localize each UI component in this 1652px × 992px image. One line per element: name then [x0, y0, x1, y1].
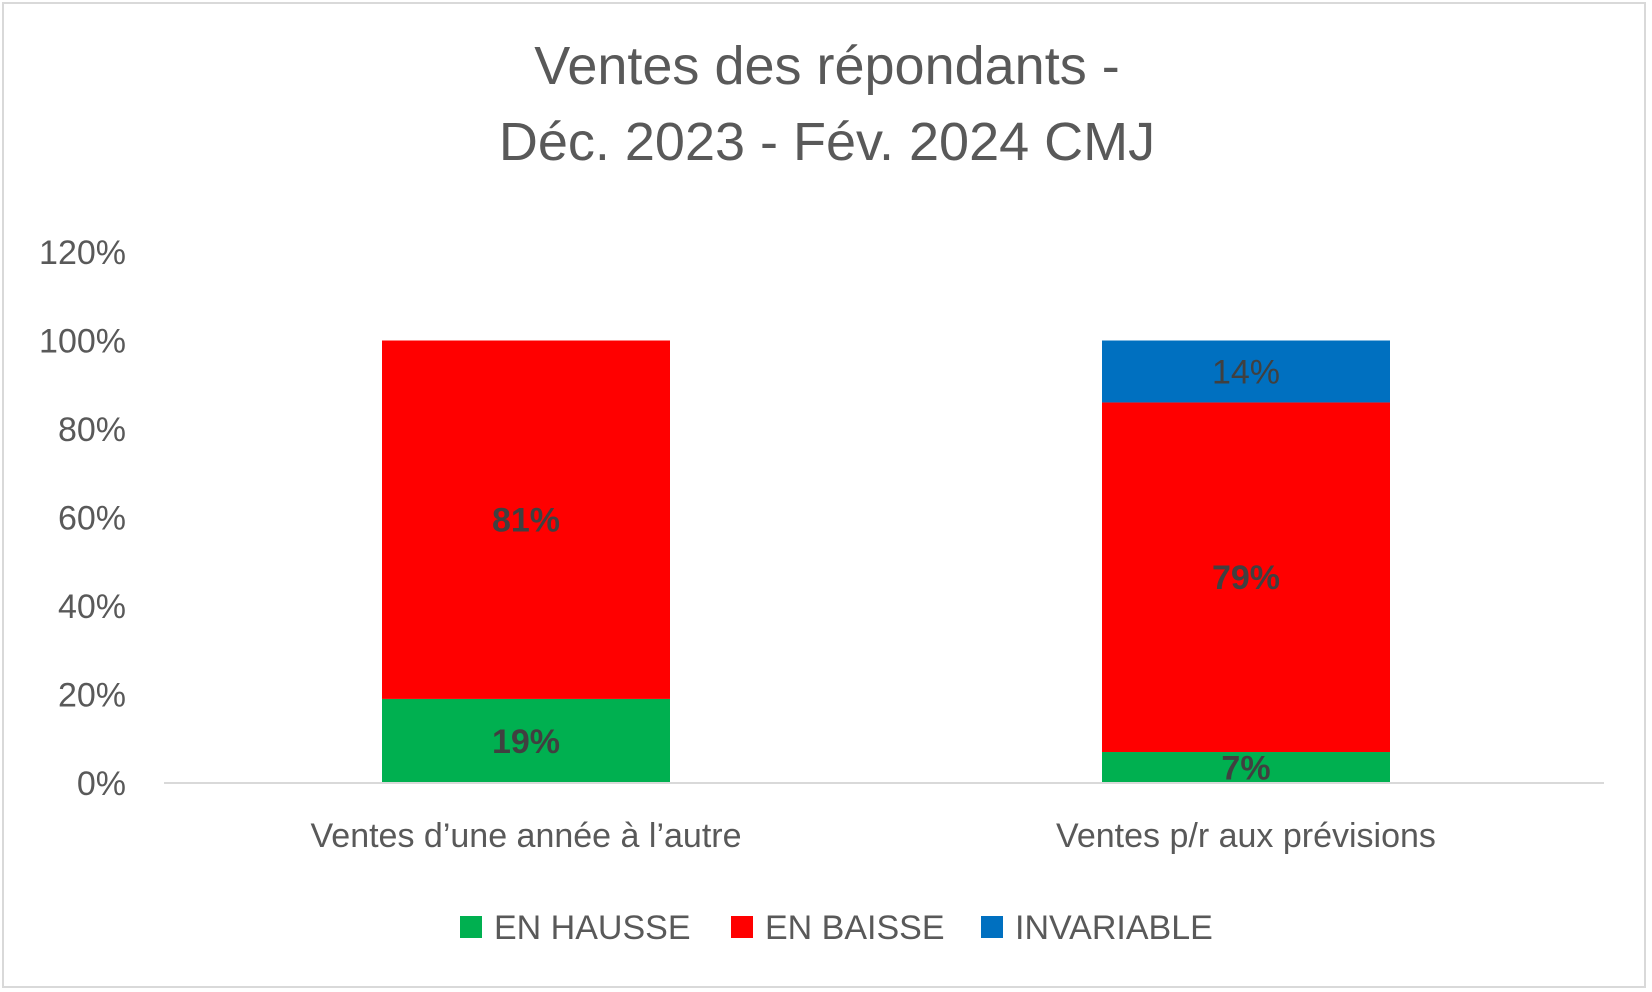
legend-swatch: [460, 916, 482, 938]
data-label: 79%: [1212, 559, 1280, 597]
data-label: 81%: [492, 502, 560, 540]
bar-segment: [1102, 340, 1390, 403]
data-labels: 19% 81% 7% 79% 14%: [492, 353, 1280, 787]
data-label: 14%: [1212, 353, 1280, 391]
y-axis-ticks: 0% 20% 40% 60% 80% 100% 120%: [39, 234, 126, 803]
y-tick-label: 60%: [58, 500, 126, 538]
chart-title: Ventes des répondants - Déc. 2023 - Fév. …: [499, 36, 1155, 172]
legend-swatch: [981, 916, 1003, 938]
legend: EN HAUSSE EN BAISSE INVARIABLE: [460, 909, 1213, 947]
y-tick-label: 120%: [39, 234, 126, 272]
legend-label: EN BAISSE: [765, 909, 945, 947]
bar-segment: [382, 698, 670, 783]
bar-segment: [382, 340, 670, 699]
x-category-label: Ventes p/r aux prévisions: [1056, 817, 1436, 855]
bar-segment: [1102, 752, 1390, 783]
x-axis-categories: Ventes d’une année à l’autre Ventes p/r a…: [310, 817, 1435, 855]
y-tick-label: 0%: [77, 765, 126, 803]
bar-segment: [1102, 402, 1390, 753]
chart-title-line: Ventes des répondants -: [534, 36, 1119, 96]
y-tick-label: 100%: [39, 323, 126, 361]
bars: [382, 340, 1390, 783]
x-category-label: Ventes d’une année à l’autre: [310, 817, 741, 855]
data-label: 7%: [1221, 750, 1270, 788]
y-tick-label: 20%: [58, 677, 126, 715]
data-label: 19%: [492, 723, 560, 761]
chart-title-line: Déc. 2023 - Fév. 2024 CMJ: [499, 112, 1155, 172]
legend-swatch: [731, 916, 753, 938]
legend-label: INVARIABLE: [1015, 909, 1213, 947]
y-tick-label: 80%: [58, 411, 126, 449]
y-tick-label: 40%: [58, 588, 126, 626]
chart-svg: Ventes des répondants - Déc. 2023 - Fév. …: [39, 36, 1604, 947]
legend-label: EN HAUSSE: [494, 909, 691, 947]
